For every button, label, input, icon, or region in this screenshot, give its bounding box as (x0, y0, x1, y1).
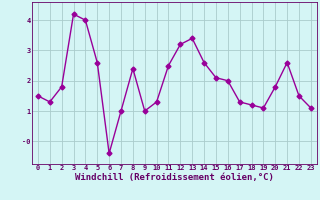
X-axis label: Windchill (Refroidissement éolien,°C): Windchill (Refroidissement éolien,°C) (75, 173, 274, 182)
